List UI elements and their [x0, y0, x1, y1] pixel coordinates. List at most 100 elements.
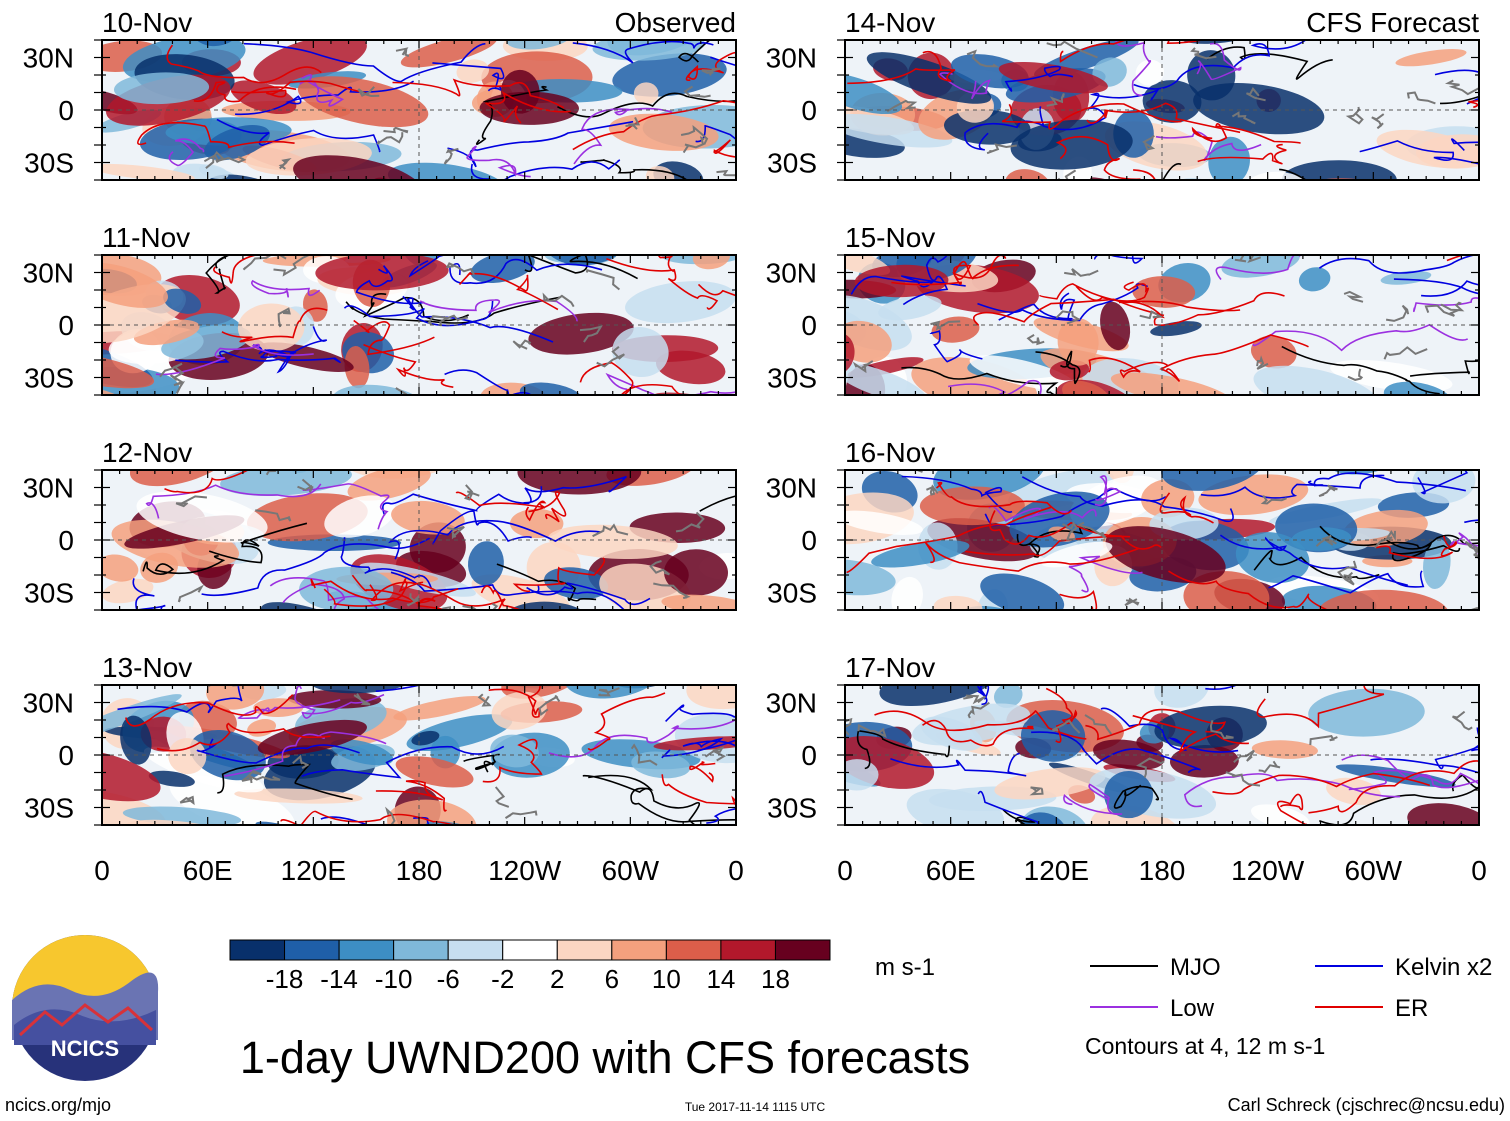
coastline — [585, 269, 621, 291]
contour-line — [458, 271, 559, 311]
contour-line — [998, 292, 1076, 321]
contour-line — [706, 807, 736, 824]
wind-anomaly-blob — [969, 355, 1076, 391]
site-link[interactable]: ncics.org/mjo — [5, 1095, 111, 1115]
wind-anomaly-blob — [168, 738, 207, 775]
coastline — [512, 339, 532, 350]
contour-line — [1159, 492, 1214, 524]
chart-title: 1-day UWND200 with CFS forecasts — [240, 1032, 970, 1083]
coastline — [169, 374, 186, 394]
wind-anomaly-blob — [970, 217, 1005, 246]
contour-line — [485, 91, 571, 124]
wind-anomaly-blob — [491, 691, 547, 730]
wind-anomaly-blob — [931, 316, 980, 343]
contour-line — [924, 542, 1139, 572]
wind-anomaly-blob — [412, 415, 446, 458]
coastline — [376, 132, 404, 145]
contour-line — [1063, 783, 1123, 816]
coastline — [1318, 484, 1338, 498]
contour-line — [1200, 474, 1385, 499]
coastline — [1064, 268, 1099, 277]
wind-anomaly-blob — [102, 578, 154, 604]
contour-line — [1038, 283, 1241, 312]
wind-anomaly-blob — [1238, 401, 1339, 456]
contour-line — [390, 571, 626, 610]
wind-anomaly-blob — [1420, 0, 1492, 2]
contour-line — [475, 85, 550, 145]
y-tick-label: 30S — [767, 578, 817, 609]
contour-line — [1075, 281, 1149, 302]
contour-line — [1370, 758, 1479, 774]
contour-line — [1318, 255, 1478, 274]
wind-anomaly-blob — [1008, 470, 1115, 510]
wind-anomaly-blob — [933, 595, 983, 610]
y-tick-label: 0 — [58, 740, 74, 771]
contour-line — [977, 685, 990, 706]
coastline — [1452, 710, 1473, 731]
wind-anomaly-blob — [866, 52, 992, 104]
coastline — [542, 292, 575, 308]
coastline — [1046, 40, 1098, 59]
coastline — [177, 584, 205, 603]
coastline — [203, 153, 247, 164]
wind-anomaly-blob — [411, 730, 440, 746]
wind-anomaly-blob — [1224, 214, 1283, 254]
y-tick-label: 0 — [801, 310, 817, 341]
coastline — [427, 315, 450, 327]
contour-line — [282, 583, 346, 610]
colorbar-label: -14 — [320, 964, 358, 994]
contour-line — [847, 50, 956, 85]
wind-anomaly-blob — [1147, 178, 1253, 180]
colorbar-swatch — [284, 939, 340, 961]
wind-anomaly-blob — [1259, 255, 1333, 256]
y-tick-label: 30S — [767, 793, 817, 824]
wind-anomaly-blob — [1079, 641, 1144, 687]
wind-anomaly-blob — [1010, 119, 1133, 170]
wind-anomaly-blob — [1380, 270, 1432, 285]
map-panel: 30N 0 30S 14-Nov CFS Forecast — [766, 0, 1492, 228]
wind-anomaly-blob — [1279, 614, 1320, 640]
x-tick-label: 0 — [728, 855, 744, 886]
wind-anomaly-blob — [1218, 0, 1319, 22]
contour-line — [850, 275, 966, 295]
legend-label: Low — [1170, 995, 1215, 1022]
contour-line — [310, 578, 459, 604]
y-tick-label: 0 — [58, 310, 74, 341]
wind-anomaly-blob — [1193, 83, 1325, 135]
contour-line — [1206, 46, 1333, 80]
coastline — [653, 582, 691, 599]
contour-line — [323, 578, 424, 607]
wind-anomaly-blob — [506, 40, 572, 50]
contour-line — [1063, 179, 1073, 180]
coastline — [1444, 79, 1479, 96]
contour-line — [1212, 772, 1431, 795]
wind-anomaly-blob — [1112, 181, 1169, 228]
wind-anomaly-blob — [490, 734, 539, 768]
contour-line — [661, 737, 736, 759]
contour-line — [582, 774, 701, 825]
contour-line — [1088, 357, 1170, 379]
wind-anomaly-blob — [1238, 634, 1287, 683]
coastline — [1136, 757, 1165, 778]
wind-anomaly-blob — [1250, 804, 1310, 825]
y-tick-label: 30N — [23, 473, 74, 504]
y-tick-label: 30S — [24, 363, 74, 394]
coastline — [845, 717, 853, 736]
wind-anomaly-blob — [393, 696, 486, 721]
wind-anomaly-blob — [163, 288, 202, 314]
coastline — [596, 346, 625, 368]
panel-date: 11-Nov — [102, 222, 190, 253]
coastline — [255, 509, 292, 522]
wind-anomaly-blob — [169, 775, 295, 825]
coastline — [701, 67, 721, 76]
wind-anomaly-blob — [961, 188, 1018, 213]
contour-line — [1417, 470, 1469, 495]
contour-line — [231, 80, 369, 98]
contour-line — [1001, 103, 1182, 130]
panel-date: 12-Nov — [102, 437, 192, 468]
contour-line — [142, 555, 226, 575]
colorbar-swatch — [393, 939, 449, 961]
coastline — [395, 47, 409, 57]
coastline — [504, 810, 538, 819]
